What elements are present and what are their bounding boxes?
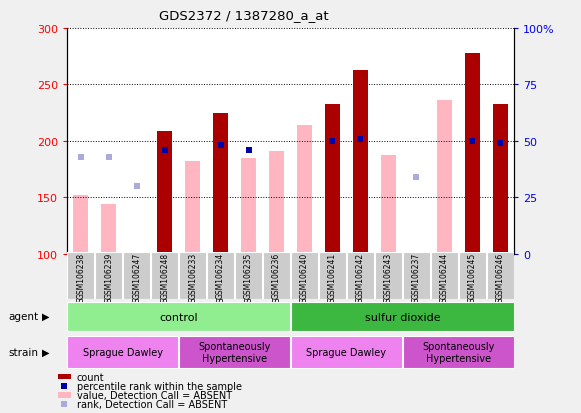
Text: ▶: ▶: [42, 311, 49, 321]
Bar: [487, 252, 514, 299]
Text: rank, Detection Call = ABSENT: rank, Detection Call = ABSENT: [77, 399, 227, 409]
Text: GSM106246: GSM106246: [496, 253, 505, 299]
Text: Spontaneously
Hypertensive: Spontaneously Hypertensive: [422, 341, 494, 363]
Text: control: control: [159, 312, 198, 322]
Text: GSM106238: GSM106238: [76, 253, 85, 299]
Text: GSM106240: GSM106240: [300, 253, 309, 299]
Bar: [291, 336, 402, 368]
Bar: [319, 252, 346, 299]
Bar: [269, 152, 284, 254]
Bar: [375, 252, 402, 299]
Text: Spontaneously
Hypertensive: Spontaneously Hypertensive: [198, 341, 271, 363]
Text: strain: strain: [9, 347, 39, 357]
Bar: [67, 252, 94, 299]
Bar: [157, 158, 173, 254]
Text: GSM106243: GSM106243: [384, 253, 393, 299]
Bar: [297, 126, 312, 254]
Bar: [291, 252, 318, 299]
Bar: [291, 303, 514, 331]
Text: Sprague Dawley: Sprague Dawley: [83, 347, 163, 357]
Bar: [436, 101, 452, 254]
Bar: [207, 252, 234, 299]
Bar: [403, 336, 514, 368]
Bar: [123, 252, 150, 299]
Text: GSM106245: GSM106245: [468, 253, 477, 299]
Text: count: count: [77, 372, 105, 382]
Text: value, Detection Call = ABSENT: value, Detection Call = ABSENT: [77, 390, 232, 400]
Bar: [157, 131, 173, 254]
Bar: [101, 204, 116, 254]
Bar: [459, 252, 486, 299]
Bar: [179, 336, 290, 368]
Text: GSM106237: GSM106237: [412, 253, 421, 299]
Bar: [241, 158, 256, 254]
Text: GSM106239: GSM106239: [104, 253, 113, 299]
Text: GSM106242: GSM106242: [356, 253, 365, 299]
Text: sulfur dioxide: sulfur dioxide: [364, 312, 440, 322]
Text: ▶: ▶: [42, 347, 49, 357]
Bar: [325, 104, 340, 254]
Bar: [347, 252, 374, 299]
Text: GSM106247: GSM106247: [132, 253, 141, 299]
Bar: [263, 252, 290, 299]
Bar: [381, 156, 396, 254]
Text: GDS2372 / 1387280_a_at: GDS2372 / 1387280_a_at: [159, 9, 329, 22]
Bar: [403, 252, 430, 299]
Text: Sprague Dawley: Sprague Dawley: [306, 347, 386, 357]
Bar: [179, 252, 206, 299]
Text: GSM106244: GSM106244: [440, 253, 449, 299]
Text: GSM106233: GSM106233: [188, 253, 197, 299]
Bar: [213, 148, 228, 254]
Bar: [353, 71, 368, 254]
Bar: [235, 252, 262, 299]
Bar: [151, 252, 178, 299]
Text: GSM106234: GSM106234: [216, 253, 225, 299]
Bar: [185, 162, 200, 254]
Bar: [431, 252, 458, 299]
Text: GSM106235: GSM106235: [244, 253, 253, 299]
Bar: [465, 148, 480, 254]
Bar: [67, 336, 178, 368]
Bar: [95, 252, 122, 299]
Bar: [465, 54, 480, 254]
Bar: [493, 153, 508, 254]
Bar: [67, 303, 290, 331]
Text: GSM106241: GSM106241: [328, 253, 337, 299]
Bar: [353, 170, 368, 254]
Text: GSM106248: GSM106248: [160, 253, 169, 299]
Bar: [213, 113, 228, 254]
Bar: [73, 195, 88, 254]
Bar: [493, 104, 508, 254]
Text: GSM106236: GSM106236: [272, 253, 281, 299]
Text: percentile rank within the sample: percentile rank within the sample: [77, 381, 242, 391]
Text: agent: agent: [9, 311, 39, 321]
